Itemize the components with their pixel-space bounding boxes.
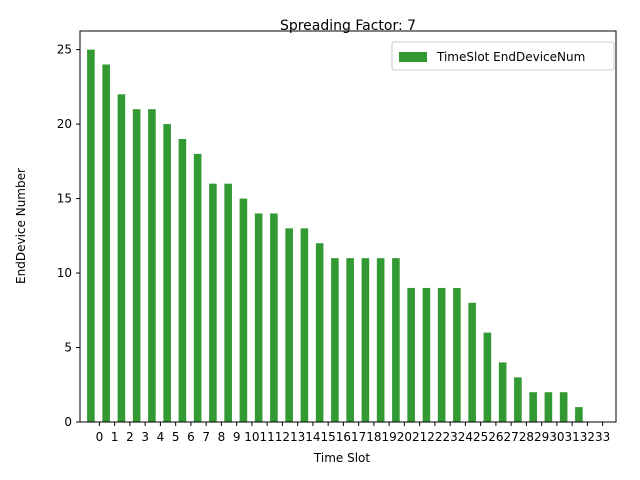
bar-18 [361, 258, 370, 422]
bar-5 [163, 124, 171, 422]
x-tick-label-4: 4 [157, 430, 165, 444]
x-tick-label-26: 26 [488, 430, 503, 444]
legend-label: TimeSlot EndDeviceNum [436, 50, 585, 64]
x-tick-label-10: 10 [244, 430, 259, 444]
x-tick-label-7: 7 [202, 430, 210, 444]
bar-9 [224, 183, 232, 422]
bar-32 [575, 407, 583, 422]
plot-frame [79, 30, 617, 423]
bar-26 [483, 332, 492, 422]
y-tick-label-20: 20 [57, 117, 72, 131]
y-tick-label-25: 25 [57, 43, 72, 57]
x-tick-label-11: 11 [260, 430, 275, 444]
bar-7 [193, 153, 202, 422]
x-tick-label-21: 21 [412, 430, 427, 444]
bar-19 [376, 258, 385, 422]
x-tick-label-23: 23 [443, 430, 458, 444]
y-tick-label-0: 0 [64, 415, 72, 429]
x-tick-label-8: 8 [218, 430, 226, 444]
bar-6 [178, 138, 187, 422]
x-tick-label-20: 20 [397, 430, 412, 444]
bar-14 [300, 228, 309, 422]
x-tick-label-6: 6 [187, 430, 195, 444]
bar-27 [498, 362, 507, 422]
x-tick-label-12: 12 [275, 430, 290, 444]
x-tick-label-5: 5 [172, 430, 180, 444]
bar-8 [209, 183, 217, 422]
bar-25 [468, 302, 476, 422]
bar-4 [148, 109, 156, 422]
bar-24 [453, 287, 461, 422]
bar-0 [87, 49, 95, 422]
bar-28 [514, 377, 522, 422]
y-tick-label-15: 15 [57, 192, 72, 206]
x-tick-label-30: 30 [549, 430, 564, 444]
x-tick-label-25: 25 [473, 430, 488, 444]
x-tick-label-0: 0 [96, 430, 104, 444]
bars-group [87, 49, 583, 423]
bar-22 [422, 287, 431, 422]
bar-15 [315, 243, 324, 422]
x-tick-label-9: 9 [233, 430, 241, 444]
bar-13 [285, 228, 293, 422]
bar-11 [254, 213, 263, 422]
chart-title: Spreading Factor: 7 [280, 18, 416, 34]
x-tick-label-3: 3 [141, 430, 149, 444]
x-tick-label-2: 2 [126, 430, 134, 444]
x-axis-label: Time Slot [313, 451, 370, 465]
x-tick-label-22: 22 [427, 430, 442, 444]
x-axis-ticks: 0 1 2 3 4 5 6 7 8 9 10 11 12 13 14 15 16 17 18 19 20 21 22 23 24… [96, 422, 610, 444]
legend-swatch [399, 52, 427, 62]
bar-20 [392, 258, 400, 422]
x-tick-label-28: 28 [519, 430, 534, 444]
x-tick-label-1: 1 [111, 430, 119, 444]
bar-10 [239, 198, 248, 422]
x-tick-label-14: 14 [305, 430, 320, 444]
bar-3 [132, 109, 141, 422]
x-tick-label-17: 17 [351, 430, 366, 444]
bar-1 [102, 64, 110, 422]
x-tick-label-13: 13 [290, 430, 305, 444]
bar-30 [544, 392, 553, 422]
x-tick-label-27: 27 [504, 430, 519, 444]
x-tick-label-31: 31 [565, 430, 580, 444]
bar-21 [407, 287, 415, 422]
legend-box [391, 41, 615, 71]
x-tick-label-16: 16 [336, 430, 351, 444]
bar-31 [559, 392, 568, 422]
bar-29 [529, 392, 537, 422]
bar-17 [346, 258, 354, 422]
legend: TimeSlot EndDeviceNum [391, 41, 615, 71]
x-tick-label-18: 18 [366, 430, 381, 444]
y-tick-label-10: 10 [57, 266, 72, 280]
bar-12 [270, 213, 278, 422]
y-axis-ticks: 0 5 10 15 20 25 [57, 43, 80, 429]
x-tick-label-19: 19 [382, 430, 397, 444]
x-tick-label-24: 24 [458, 430, 473, 444]
bar-23 [437, 287, 446, 422]
x-tick-label-32: 32 [580, 430, 595, 444]
bar-2 [117, 94, 126, 423]
x-tick-label-33: 33 [595, 430, 610, 444]
bar-16 [331, 258, 339, 422]
y-axis-label: EndDevice Number [14, 168, 28, 284]
x-tick-label-15: 15 [321, 430, 336, 444]
y-tick-label-5: 5 [64, 341, 72, 355]
x-tick-label-29: 29 [534, 430, 549, 444]
